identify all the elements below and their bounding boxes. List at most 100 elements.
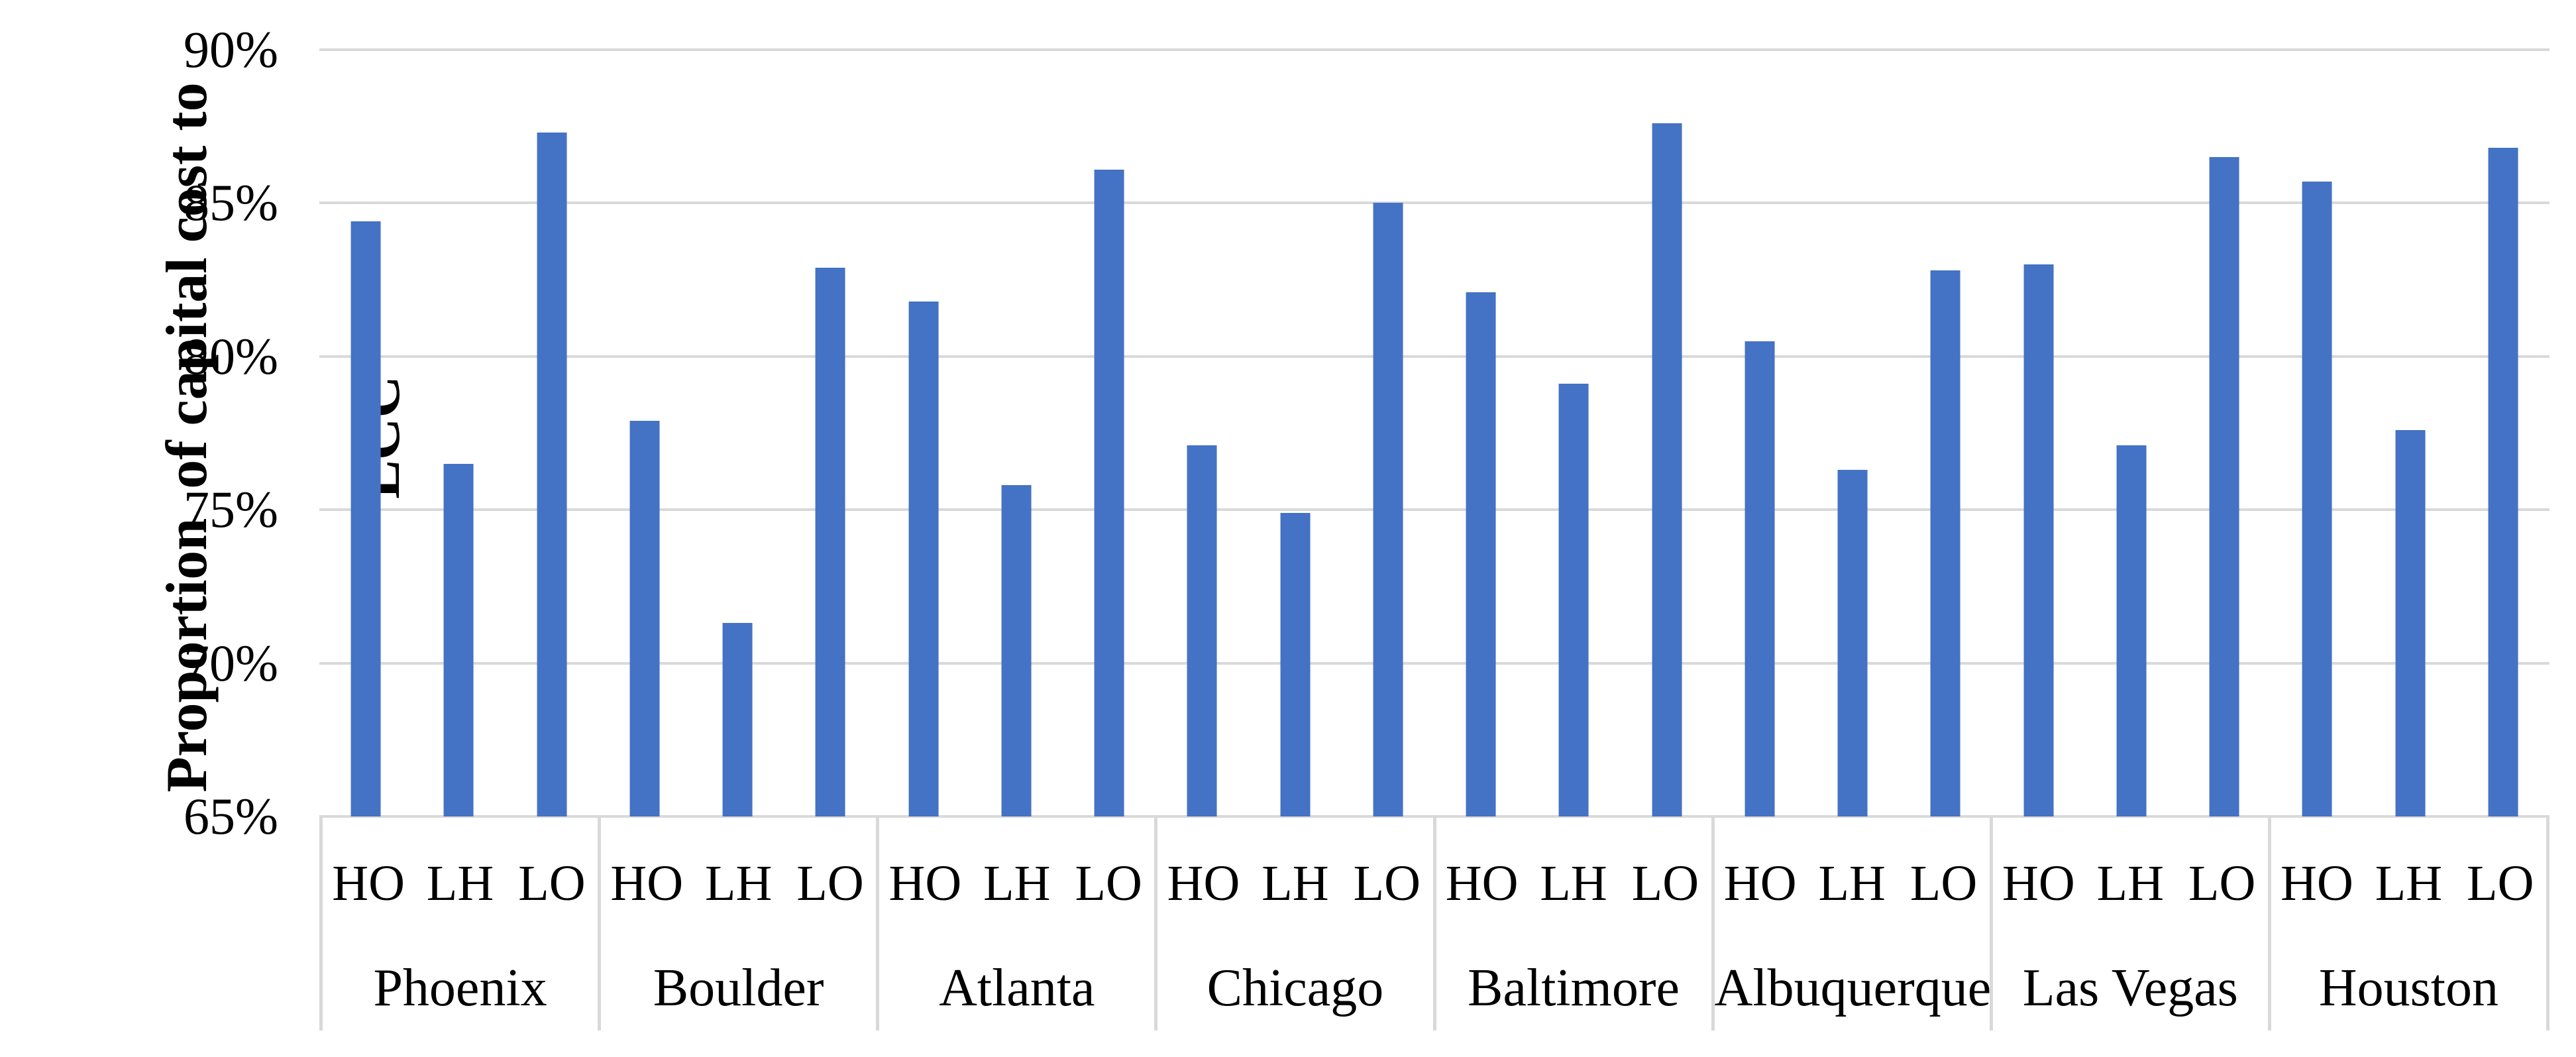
bar-slot-atlanta-ho	[877, 50, 970, 816]
sub-category-label-houston-lh: LH	[2375, 856, 2443, 911]
sub-category-label-baltimore-lo: LO	[1631, 856, 1699, 911]
bar-houston-ho	[2302, 182, 2332, 816]
bar-slot-albuquerque-lo	[1899, 50, 1992, 816]
bar-las-vegas-lh	[2116, 445, 2147, 816]
bar-albuquerque-ho	[1744, 341, 1775, 816]
bar-houston-lh	[2395, 429, 2426, 816]
category-label-baltimore: Baltimore	[1468, 959, 1680, 1017]
sub-category-label-chicago-ho: HO	[1167, 856, 1240, 911]
bar-chicago-lh	[1280, 512, 1311, 816]
sub-category-label-houston-lo: LO	[2467, 856, 2534, 911]
bar-chicago-lo	[1373, 203, 1403, 816]
bar-slot-houston-lh	[2364, 50, 2457, 816]
sub-category-label-albuquerque-lh: LH	[1818, 856, 1886, 911]
bar-slot-boulder-lo	[784, 50, 877, 816]
bar-slot-albuquerque-lh	[1806, 50, 1899, 816]
sub-category-row-albuquerque: HO LH LO	[1715, 848, 1990, 918]
bar-group-albuquerque	[1713, 50, 1992, 816]
bar-group-houston	[2271, 50, 2549, 816]
bar-group-chicago	[1155, 50, 1434, 816]
bar-slot-baltimore-lh	[1527, 50, 1620, 816]
bar-slot-chicago-ho	[1155, 50, 1248, 816]
gridline-90-	[319, 48, 2549, 51]
sub-category-row-las-vegas: HO LH LO	[1993, 848, 2268, 918]
gridline-80-	[319, 355, 2549, 358]
category-cell-chicago: HO LH LO Chicago	[1154, 816, 1432, 1030]
category-label-phoenix: Phoenix	[373, 959, 547, 1017]
category-cell-houston: HO LH LO Houston	[2267, 816, 2549, 1030]
bar-houston-lo	[2488, 148, 2518, 816]
sub-category-label-boulder-lo: LO	[796, 856, 864, 911]
category-label-chicago: Chicago	[1207, 959, 1384, 1017]
sub-category-label-phoenix-ho: HO	[332, 856, 405, 911]
bar-boulder-lh	[722, 623, 753, 816]
bar-atlanta-lh	[1001, 485, 1032, 816]
bar-boulder-lo	[815, 267, 845, 816]
category-cell-boulder: HO LH LO Boulder	[598, 816, 876, 1030]
bar-slot-phoenix-ho	[319, 50, 412, 816]
category-label-albuquerque: Albuquerque	[1714, 959, 1992, 1017]
sub-category-label-baltimore-ho: HO	[1445, 856, 1519, 911]
bar-slot-las-vegas-lo	[2178, 50, 2271, 816]
gridline-70-	[319, 661, 2549, 665]
category-label-boulder: Boulder	[653, 959, 824, 1017]
bar-albuquerque-lh	[1837, 470, 1868, 816]
sub-category-label-phoenix-lo: LO	[518, 856, 586, 911]
x-axis: HO LH LO Phoenix HO LH LO Boulder HO LH LO Atlanta H…	[319, 816, 2549, 1030]
bar-slot-atlanta-lh	[970, 50, 1063, 816]
sub-category-row-houston: HO LH LO	[2271, 848, 2546, 918]
bar-slot-houston-lo	[2457, 50, 2549, 816]
sub-category-label-boulder-lh: LH	[705, 856, 773, 911]
sub-category-label-chicago-lo: LO	[1353, 856, 1421, 911]
sub-category-label-boulder-ho: HO	[610, 856, 684, 911]
bar-slot-baltimore-lo	[1621, 50, 1713, 816]
category-label-las-vegas: Las Vegas	[2022, 959, 2238, 1017]
bar-slot-baltimore-ho	[1434, 50, 1527, 816]
bar-slot-chicago-lh	[1249, 50, 1342, 816]
sub-category-label-albuquerque-lo: LO	[1909, 856, 1978, 911]
bar-phoenix-ho	[350, 221, 381, 816]
sub-category-row-boulder: HO LH LO	[601, 848, 876, 918]
plot-area	[319, 48, 2549, 818]
sub-category-row-phoenix: HO LH LO	[323, 848, 598, 918]
sub-category-label-las-vegas-ho: HO	[2002, 856, 2075, 911]
y-tick-75-: 75%	[184, 480, 278, 539]
sub-category-label-atlanta-ho: HO	[888, 856, 962, 911]
bar-chicago-ho	[1187, 445, 1217, 816]
sub-category-row-chicago: HO LH LO	[1157, 848, 1432, 918]
bar-group-boulder	[598, 50, 877, 816]
bar-slot-boulder-ho	[598, 50, 691, 816]
bar-baltimore-lo	[1652, 123, 1682, 816]
sub-category-label-las-vegas-lo: LO	[2188, 856, 2256, 911]
y-tick-90-: 90%	[184, 21, 278, 78]
category-label-atlanta: Atlanta	[939, 959, 1095, 1017]
bar-slot-las-vegas-ho	[1992, 50, 2085, 816]
bar-group-las-vegas	[1992, 50, 2271, 816]
gridline-75-	[319, 508, 2549, 512]
bar-slot-houston-ho	[2271, 50, 2363, 816]
sub-category-label-chicago-lh: LH	[1261, 856, 1329, 911]
bar-group-baltimore	[1434, 50, 1713, 816]
bar-boulder-ho	[629, 421, 660, 816]
sub-category-row-baltimore: HO LH LO	[1436, 848, 1711, 918]
bar-slot-phoenix-lh	[412, 50, 505, 816]
bar-baltimore-lh	[1558, 384, 1589, 816]
sub-category-label-baltimore-lh: LH	[1540, 856, 1607, 911]
category-cell-las-vegas: HO LH LO Las Vegas	[1989, 816, 2268, 1030]
sub-category-label-las-vegas-lh: LH	[2096, 856, 2164, 911]
y-tick-65-: 65%	[184, 787, 278, 845]
category-cell-albuquerque: HO LH LO Albuquerque	[1711, 816, 1992, 1030]
bar-group-phoenix	[319, 50, 598, 816]
y-tick-70-: 70%	[184, 634, 278, 692]
bar-albuquerque-lo	[1930, 270, 1960, 816]
bar-baltimore-ho	[1466, 292, 1496, 816]
y-tick-85-: 85%	[184, 174, 278, 232]
sub-category-row-atlanta: HO LH LO	[879, 848, 1154, 918]
category-cell-atlanta: HO LH LO Atlanta	[876, 816, 1154, 1030]
category-cell-phoenix: HO LH LO Phoenix	[319, 816, 598, 1030]
bar-phoenix-lo	[537, 132, 567, 816]
bar-group-atlanta	[877, 50, 1156, 816]
bar-atlanta-lo	[1094, 169, 1124, 816]
bar-las-vegas-ho	[2023, 264, 2054, 816]
bar-slot-boulder-lh	[691, 50, 784, 816]
